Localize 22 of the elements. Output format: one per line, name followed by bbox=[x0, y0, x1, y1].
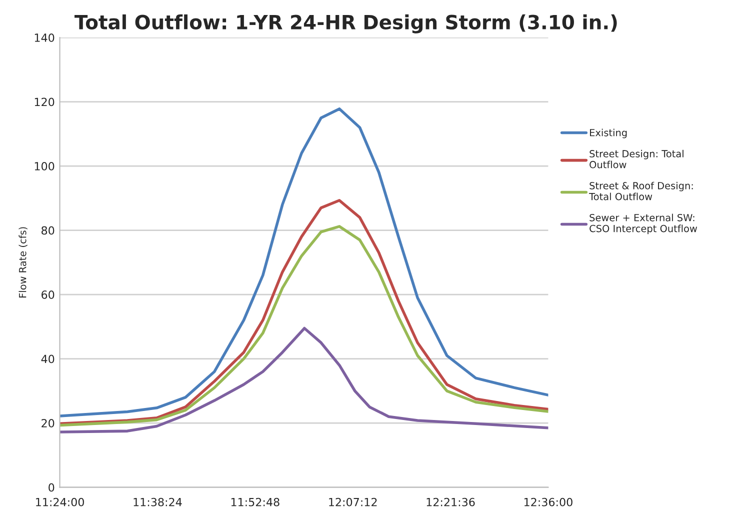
y-tick-label: 20 bbox=[42, 418, 54, 428]
y-tick-label: 80 bbox=[42, 226, 54, 235]
x-tick-label: 12:07:12 bbox=[329, 498, 377, 506]
x-tick-label: 11:52:48 bbox=[231, 498, 280, 506]
legend-label: Sewer + External SW: CSO Intercept Outflow bbox=[590, 214, 698, 234]
legend-label: Street & Roof Design: Total Outflow bbox=[589, 182, 693, 200]
line-series bbox=[60, 107, 548, 418]
legend-label: Street Design: Total Outflow bbox=[590, 150, 684, 168]
line-series bbox=[60, 326, 548, 434]
legend-label: Existing bbox=[590, 128, 627, 138]
x-tick-label: 11:38:24 bbox=[134, 498, 182, 506]
x-tick-label: 12:21:36 bbox=[426, 498, 475, 506]
y-tick-label: 60 bbox=[42, 290, 54, 299]
chart-title: Total Outflow: 1-YR 24-HR Design Storm (3.10 in.) bbox=[74, 14, 617, 34]
x-tick-label: 12:36:00 bbox=[524, 498, 572, 506]
y-tick-label: 100 bbox=[34, 162, 54, 170]
y-tick-label: 40 bbox=[41, 354, 54, 364]
y-tick-label: 0 bbox=[48, 483, 54, 492]
y-tick-label: 140 bbox=[34, 33, 54, 42]
y-axis-title: Flow Rate (cfs) bbox=[18, 227, 28, 298]
x-tick-label: 11:24:00 bbox=[36, 498, 84, 506]
y-tick-label: 120 bbox=[34, 98, 54, 106]
